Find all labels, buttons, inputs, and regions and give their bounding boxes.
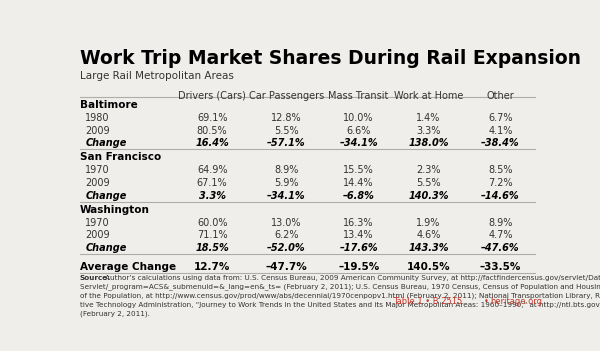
Text: 2009: 2009 — [85, 126, 110, 135]
Text: •: • — [483, 297, 488, 306]
Text: 7.2%: 7.2% — [488, 178, 513, 188]
Text: San Francisco: San Francisco — [80, 152, 161, 162]
Text: 8.9%: 8.9% — [488, 218, 512, 228]
Text: Other: Other — [487, 91, 514, 101]
Text: Author’s calculations using data from: U.S. Census Bureau, 2009 American Communi: Author’s calculations using data from: U… — [105, 275, 600, 281]
Text: Source:: Source: — [80, 275, 110, 281]
Text: (February 2, 2011).: (February 2, 2011). — [80, 311, 149, 317]
Text: 3.3%: 3.3% — [416, 126, 440, 135]
Text: tive Technology Administration, “Journey to Work Trends in the United States and: tive Technology Administration, “Journey… — [80, 302, 600, 307]
Text: 71.1%: 71.1% — [197, 231, 227, 240]
Text: 1970: 1970 — [85, 218, 110, 228]
Text: Mass Transit: Mass Transit — [328, 91, 389, 101]
Text: 10.0%: 10.0% — [343, 113, 374, 123]
Text: heritage.org: heritage.org — [490, 297, 542, 306]
Text: 60.0%: 60.0% — [197, 218, 227, 228]
Text: Large Rail Metropolitan Areas: Large Rail Metropolitan Areas — [80, 71, 233, 81]
Text: 16.4%: 16.4% — [196, 138, 229, 148]
Text: Change: Change — [85, 138, 127, 148]
Text: –52.0%: –52.0% — [267, 243, 306, 253]
Text: Washington: Washington — [80, 205, 149, 214]
Text: –57.1%: –57.1% — [267, 138, 306, 148]
Text: 12.8%: 12.8% — [271, 113, 302, 123]
Text: –47.7%: –47.7% — [266, 261, 307, 272]
Text: 18.5%: 18.5% — [196, 243, 229, 253]
Text: 69.1%: 69.1% — [197, 113, 227, 123]
Text: 6.2%: 6.2% — [274, 231, 299, 240]
Text: Drivers (Cars): Drivers (Cars) — [178, 91, 246, 101]
Text: 2009: 2009 — [85, 178, 110, 188]
Text: 13.0%: 13.0% — [271, 218, 302, 228]
Text: 67.1%: 67.1% — [197, 178, 227, 188]
Text: 15.5%: 15.5% — [343, 165, 374, 176]
Text: of the Population, at http://www.census.gov/prod/www/abs/decennial/1970cenpopv1.: of the Population, at http://www.census.… — [80, 293, 600, 299]
Text: Table 1 • B 2515: Table 1 • B 2515 — [394, 297, 463, 306]
Text: 12.7%: 12.7% — [194, 261, 230, 272]
Text: 1980: 1980 — [85, 113, 110, 123]
Text: 13.4%: 13.4% — [343, 231, 374, 240]
Text: 4.1%: 4.1% — [488, 126, 512, 135]
Text: 2009: 2009 — [85, 231, 110, 240]
Text: Work at Home: Work at Home — [394, 91, 463, 101]
Text: –34.1%: –34.1% — [340, 138, 378, 148]
Text: 6.7%: 6.7% — [488, 113, 513, 123]
Text: 16.3%: 16.3% — [343, 218, 374, 228]
Text: 1.4%: 1.4% — [416, 113, 440, 123]
Text: 143.3%: 143.3% — [408, 243, 449, 253]
Text: 4.6%: 4.6% — [416, 231, 440, 240]
Text: Average Change: Average Change — [80, 261, 176, 272]
Text: 1970: 1970 — [85, 165, 110, 176]
Text: –14.6%: –14.6% — [481, 191, 520, 201]
Text: 8.9%: 8.9% — [274, 165, 299, 176]
Text: 1.9%: 1.9% — [416, 218, 440, 228]
Text: Work Trip Market Shares During Rail Expansion: Work Trip Market Shares During Rail Expa… — [80, 49, 581, 68]
Text: Car Passengers: Car Passengers — [249, 91, 324, 101]
Text: –47.6%: –47.6% — [481, 243, 520, 253]
Text: 140.5%: 140.5% — [407, 261, 450, 272]
Text: –33.5%: –33.5% — [480, 261, 521, 272]
Text: 5.5%: 5.5% — [274, 126, 299, 135]
Text: 138.0%: 138.0% — [408, 138, 449, 148]
Text: 8.5%: 8.5% — [488, 165, 513, 176]
Text: 5.5%: 5.5% — [416, 178, 441, 188]
Text: 140.3%: 140.3% — [408, 191, 449, 201]
Text: 80.5%: 80.5% — [197, 126, 227, 135]
Text: 14.4%: 14.4% — [343, 178, 374, 188]
Text: –6.8%: –6.8% — [343, 191, 374, 201]
Text: Baltimore: Baltimore — [80, 100, 137, 110]
Text: –34.1%: –34.1% — [267, 191, 306, 201]
Text: –17.6%: –17.6% — [340, 243, 378, 253]
Text: –19.5%: –19.5% — [338, 261, 379, 272]
Text: 3.3%: 3.3% — [199, 191, 226, 201]
Text: 2.3%: 2.3% — [416, 165, 440, 176]
Text: 4.7%: 4.7% — [488, 231, 513, 240]
Text: Change: Change — [85, 191, 127, 201]
Text: 64.9%: 64.9% — [197, 165, 227, 176]
Text: Servlet/_program=ACS&_submenuid=&_lang=en&_ts= (February 2, 2011); U.S. Census B: Servlet/_program=ACS&_submenuid=&_lang=e… — [80, 284, 600, 291]
Text: 6.6%: 6.6% — [346, 126, 371, 135]
Text: Change: Change — [85, 243, 127, 253]
Text: –38.4%: –38.4% — [481, 138, 520, 148]
Text: 5.9%: 5.9% — [274, 178, 299, 188]
